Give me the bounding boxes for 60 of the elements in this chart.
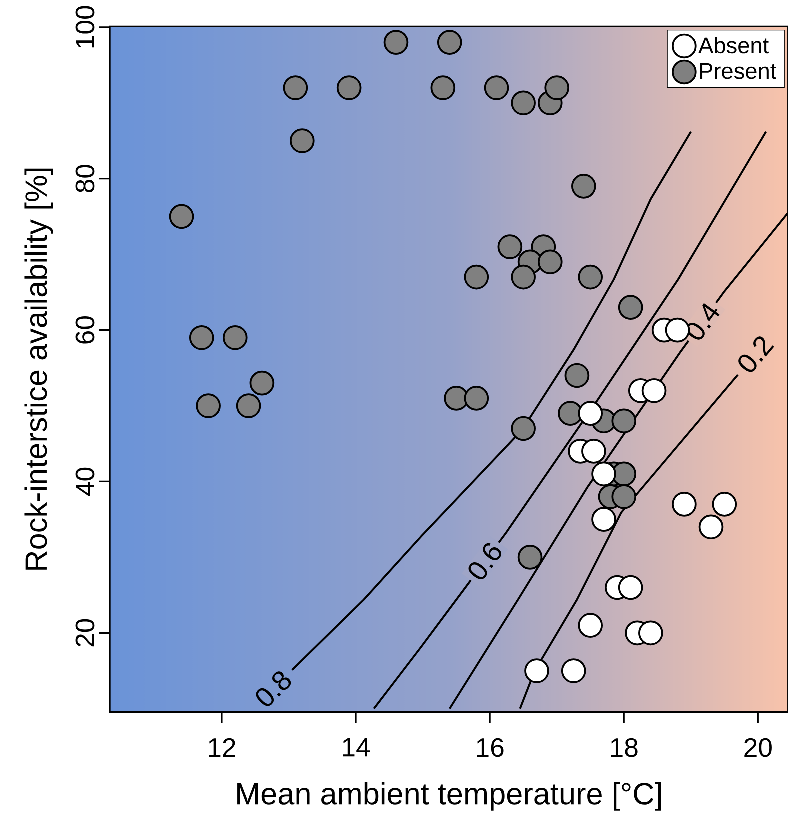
y-tick-label: 80 [76, 165, 95, 193]
point [612, 484, 636, 510]
point [642, 378, 667, 404]
point [498, 234, 522, 260]
text: 0.8 [256, 672, 291, 706]
point [571, 174, 596, 199]
point [189, 325, 214, 350]
x-tick-label: 18 [611, 738, 638, 758]
point [591, 507, 616, 532]
y-tick-label: 40 [76, 468, 95, 496]
point [538, 250, 563, 275]
y-axis-title: Rock-interstice availability [%] [24, 168, 54, 570]
point [484, 76, 510, 100]
point [250, 370, 274, 396]
point [511, 264, 536, 290]
point [336, 76, 362, 100]
point [464, 264, 489, 290]
point [196, 394, 221, 418]
x-tick-label: 12 [209, 738, 236, 757]
point [578, 401, 603, 426]
line-series [519, 374, 739, 710]
point [290, 128, 315, 154]
point [581, 439, 606, 464]
point [444, 386, 469, 411]
legend-label: Present [700, 63, 776, 80]
point [464, 386, 489, 411]
text: 0.6 [468, 543, 502, 580]
point [712, 492, 737, 517]
text: 0.2 [738, 336, 774, 372]
x-tick-label: 20 [744, 738, 772, 758]
point [430, 76, 456, 100]
y-tick-label: 100 [76, 6, 95, 48]
point [511, 90, 536, 116]
point [618, 295, 644, 320]
point [612, 408, 636, 434]
point [437, 30, 462, 55]
point [564, 363, 590, 388]
point [561, 658, 586, 684]
point [222, 325, 248, 350]
point [169, 204, 194, 230]
point [698, 514, 724, 540]
point [524, 658, 550, 684]
x-tick-label: 14 [343, 738, 370, 757]
point [511, 416, 536, 442]
x-tick-label: 16 [477, 738, 504, 758]
point [384, 30, 408, 55]
point [518, 545, 543, 570]
legend-label: Absent [698, 37, 769, 54]
point [578, 264, 603, 290]
point [618, 575, 644, 600]
point [544, 76, 570, 100]
y-tick-label: 20 [76, 619, 95, 647]
y-tick-label: 60 [76, 316, 95, 344]
point [283, 76, 308, 100]
x-axis-title: Mean ambient temperature [°C] [237, 782, 661, 811]
point [578, 613, 603, 638]
point [236, 394, 262, 418]
point [638, 620, 664, 646]
point [665, 318, 690, 343]
point [672, 492, 697, 517]
